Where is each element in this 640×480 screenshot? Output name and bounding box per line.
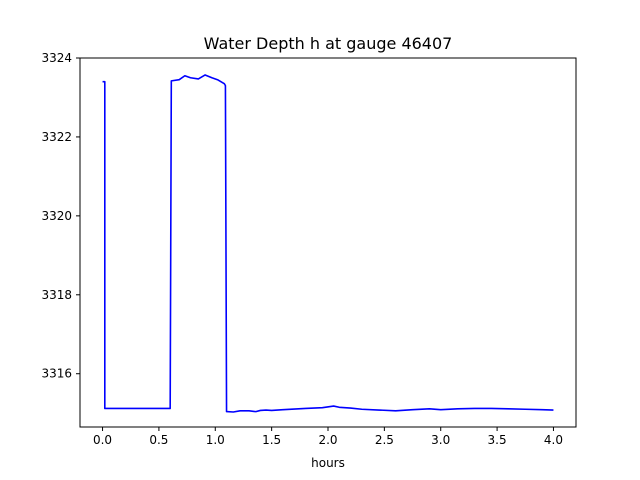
x-axis-label: hours [311, 456, 345, 470]
x-tick-label: 3.5 [488, 433, 507, 447]
y-tick-label: 3320 [41, 209, 72, 223]
axes-frame [79, 57, 577, 428]
y-tick-label: 3316 [41, 367, 72, 381]
x-tick-label: 1.0 [206, 433, 225, 447]
y-tick-label: 3324 [41, 51, 72, 65]
y-tick-label: 3318 [41, 288, 72, 302]
series-line-0 [102, 74, 554, 413]
plot-area [102, 74, 554, 413]
x-tick-label: 2.0 [318, 433, 337, 447]
x-tick-label: 0.0 [93, 433, 112, 447]
axis-ticks: 0.0 0.5 1.0 1.5 2.0 2.5 3.0 3.5 4.0 3316 3318 3320 3… [41, 51, 563, 447]
x-tick-label: 4.0 [544, 433, 563, 447]
x-tick-label: 0.5 [149, 433, 168, 447]
x-tick-label: 2.5 [375, 433, 394, 447]
y-tick-label: 3322 [41, 130, 72, 144]
chart-title: Water Depth h at gauge 46407 [204, 34, 453, 53]
x-tick-label: 3.0 [431, 433, 450, 447]
x-tick-label: 1.5 [262, 433, 281, 447]
